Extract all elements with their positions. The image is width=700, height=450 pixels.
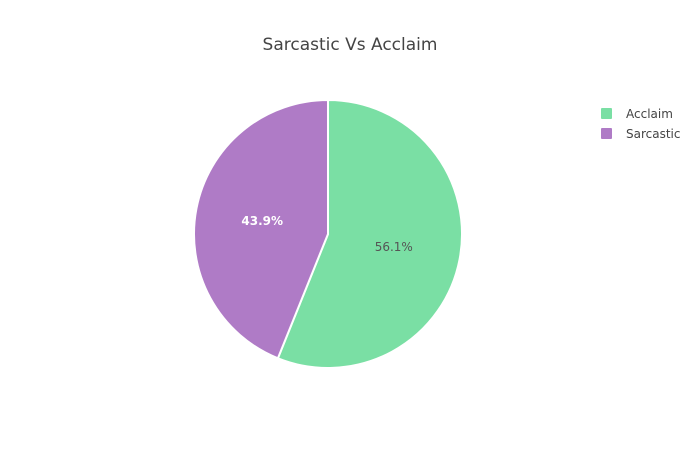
pie-slice-acclaim[interactable] [276,98,463,369]
pie-slice-sarcastic[interactable] [193,98,329,360]
legend-swatch-sarcastic[interactable] [601,128,612,139]
pie-group: 56.1% 43.9% [193,98,463,369]
legend: Acclaim Sarcastic [601,107,680,141]
legend-label-acclaim[interactable]: Acclaim [626,107,673,121]
slice-label-acclaim: 56.1% [375,240,413,254]
legend-label-sarcastic[interactable]: Sarcastic [626,127,680,141]
chart-title: Sarcastic Vs Acclaim [263,35,438,55]
slice-label-sarcastic: 43.9% [241,214,283,228]
legend-swatch-acclaim[interactable] [601,108,612,119]
